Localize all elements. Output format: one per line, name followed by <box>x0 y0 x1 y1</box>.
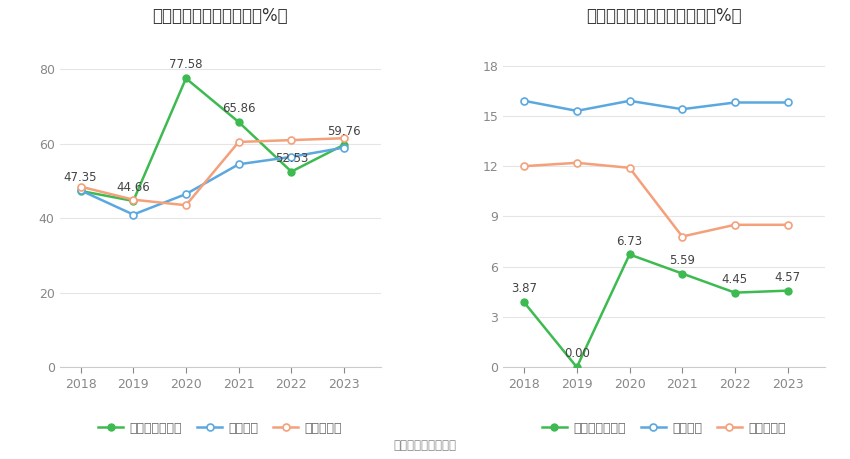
Line: 行业中位数: 行业中位数 <box>77 135 348 209</box>
Text: 65.86: 65.86 <box>222 102 255 115</box>
行业均値 <box>234 162 244 167</box>
行业均値 <box>572 108 582 114</box>
行业均値 <box>181 191 191 197</box>
行业中位数 <box>286 137 297 143</box>
行业均値 <box>339 145 349 150</box>
公司资产负债率 <box>339 142 349 147</box>
行业中位数 <box>181 202 191 208</box>
Text: 数据来源：恒生聚源: 数据来源：恒生聚源 <box>394 439 456 452</box>
Text: 0.00: 0.00 <box>564 347 590 360</box>
行业中位数 <box>234 139 244 145</box>
Line: 行业均値: 行业均値 <box>521 97 791 114</box>
行业均値 <box>730 100 740 105</box>
行业中位数 <box>339 135 349 141</box>
行业均値 <box>519 98 530 104</box>
行业均値 <box>677 106 688 112</box>
Text: 77.58: 77.58 <box>169 58 202 72</box>
公司资产负债率 <box>286 169 297 174</box>
Text: 4.45: 4.45 <box>722 273 748 285</box>
Title: 近年来资产负债率情况（%）: 近年来资产负债率情况（%） <box>152 7 288 25</box>
行业中位数 <box>783 222 793 228</box>
行业中位数 <box>677 234 688 239</box>
行业均値 <box>286 154 297 160</box>
公司资产负债率 <box>181 76 191 81</box>
行业中位数 <box>572 160 582 166</box>
Title: 近年来有息资产负债率情况（%）: 近年来有息资产负债率情况（%） <box>586 7 741 25</box>
Line: 有息资产负债率: 有息资产负债率 <box>521 251 791 371</box>
Line: 行业均値: 行业均値 <box>77 144 348 218</box>
Line: 公司资产负债率: 公司资产负债率 <box>77 75 348 204</box>
行业中位数 <box>625 165 635 171</box>
Text: 4.57: 4.57 <box>774 271 801 284</box>
行业中位数 <box>730 222 740 228</box>
行业中位数 <box>76 184 86 190</box>
有息资产负债率 <box>730 290 740 296</box>
Line: 行业中位数: 行业中位数 <box>521 159 791 240</box>
Legend: 有息资产负债率, 行业均値, 行业中位数: 有息资产负债率, 行业均値, 行业中位数 <box>537 417 791 440</box>
有息资产负债率 <box>677 271 688 276</box>
有息资产负债率 <box>572 364 582 370</box>
行业均値 <box>783 100 793 105</box>
Text: 44.66: 44.66 <box>116 181 150 194</box>
行业均値 <box>128 212 139 217</box>
Text: 6.73: 6.73 <box>616 235 643 247</box>
有息资产负债率 <box>519 300 530 305</box>
有息资产负债率 <box>783 288 793 293</box>
公司资产负债率 <box>76 188 86 194</box>
公司资产负债率 <box>128 198 139 204</box>
公司资产负债率 <box>234 119 244 125</box>
Legend: 公司资产负债率, 行业均値, 行业中位数: 公司资产负债率, 行业均値, 行业中位数 <box>94 417 347 440</box>
有息资产负债率 <box>625 252 635 257</box>
行业均値 <box>76 188 86 193</box>
Text: 59.76: 59.76 <box>327 125 361 138</box>
行业中位数 <box>519 163 530 169</box>
Text: 47.35: 47.35 <box>64 171 98 184</box>
Text: 52.53: 52.53 <box>275 151 308 165</box>
Text: 5.59: 5.59 <box>669 254 695 267</box>
行业中位数 <box>128 197 139 202</box>
Text: 3.87: 3.87 <box>511 282 537 296</box>
行业均値 <box>625 98 635 104</box>
